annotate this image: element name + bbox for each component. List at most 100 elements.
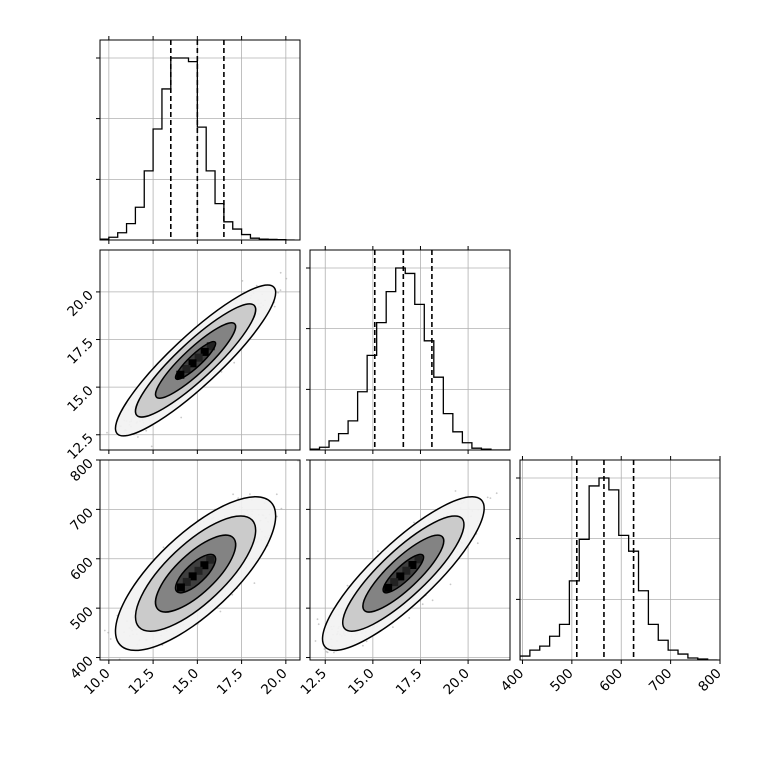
scatter-point	[280, 507, 283, 510]
x-tick-label: 20.0	[258, 666, 291, 699]
scatter-point	[408, 617, 411, 619]
scatter-point	[392, 626, 394, 628]
scatter-point	[103, 629, 106, 632]
scatter-point	[323, 648, 326, 650]
scatter-point	[231, 593, 234, 596]
scatter-point	[277, 291, 279, 294]
scatter-point	[377, 550, 379, 553]
density-core	[200, 561, 209, 570]
scatter-point	[285, 277, 288, 280]
contour-line	[114, 284, 277, 437]
density-core	[206, 342, 215, 351]
density-core	[414, 555, 423, 564]
scatter-point	[255, 284, 258, 287]
scatter-point	[111, 666, 113, 668]
scatter-point	[107, 631, 110, 634]
scatter-point	[106, 431, 108, 434]
panel-frame-1-0	[99, 249, 301, 451]
x-tick-label: 800	[695, 666, 725, 696]
y-tick-label: 700	[67, 505, 97, 535]
scatter-point	[249, 493, 251, 495]
density-core	[194, 353, 203, 362]
density-2-0	[103, 460, 299, 668]
scatter-point	[316, 618, 319, 621]
scatter-point	[233, 361, 236, 364]
contour-line	[362, 534, 445, 613]
density-core	[384, 583, 393, 592]
contour-line	[174, 340, 217, 381]
y-tick-label: 12.5	[64, 430, 97, 463]
y-tick-label: 500	[67, 604, 97, 634]
contour-line	[341, 515, 465, 632]
contour-line	[134, 515, 257, 632]
x-tick-label: 700	[646, 666, 676, 696]
scatter-point	[365, 640, 368, 643]
scatter-point	[104, 461, 106, 463]
histogram-0	[100, 57, 295, 240]
histogram-2	[520, 477, 718, 660]
scatter-point	[328, 661, 330, 663]
scatter-point	[334, 663, 336, 665]
density-core	[194, 566, 203, 575]
density-core	[176, 370, 185, 379]
scatter-point	[273, 305, 276, 308]
scatter-point	[180, 416, 183, 419]
scatter-point	[137, 436, 139, 438]
scatter-point	[421, 603, 424, 606]
scatter-point	[413, 521, 415, 524]
y-tick-label: 600	[67, 554, 97, 584]
y-tick-label: 15.0	[64, 383, 97, 416]
scatter-point	[279, 289, 282, 291]
scatter-point	[486, 496, 489, 499]
panel-grid-2-2	[520, 460, 721, 660]
density-2-1	[299, 490, 498, 679]
contour-line	[154, 534, 237, 613]
scatter-point	[237, 497, 240, 500]
scatter-point	[162, 546, 165, 549]
scatter-point	[279, 271, 282, 274]
y-tick-label: 20.0	[64, 287, 97, 320]
density-core	[188, 572, 197, 581]
x-tick-label: 17.5	[214, 666, 247, 699]
density-core	[396, 572, 405, 581]
contour-line	[382, 553, 425, 594]
scatter-point	[489, 497, 492, 499]
x-tick-label: 15.0	[170, 666, 203, 699]
panel-frame-1-1	[309, 249, 511, 451]
scatter-point	[145, 429, 148, 432]
scatter-point	[109, 665, 111, 667]
panel-grid-1-1	[310, 250, 510, 450]
scatter-point	[220, 371, 223, 373]
contour-line	[321, 496, 485, 652]
scatter-point	[150, 445, 153, 448]
x-tick-label: 12.5	[297, 666, 330, 699]
density-1-0	[104, 271, 288, 463]
scatter-point	[275, 493, 278, 496]
density-core	[176, 583, 185, 592]
density-core	[408, 560, 417, 569]
panel-frame-2-0	[99, 459, 301, 661]
contour-line	[174, 553, 217, 594]
scatter-point	[346, 584, 349, 587]
density-core	[188, 359, 197, 368]
scatter-point	[326, 651, 329, 654]
scatter-point	[109, 638, 112, 640]
contour-line	[154, 322, 237, 399]
scatter-point	[253, 582, 256, 584]
x-tick-label: 17.5	[393, 666, 426, 699]
x-tick-label: 500	[547, 666, 577, 696]
scatter-point	[454, 490, 457, 492]
x-tick-label: 20.0	[440, 666, 473, 699]
panel-grid-0-0	[100, 40, 300, 240]
panel-frame-2-1	[309, 459, 511, 661]
scatter-point	[431, 599, 434, 602]
scatter-point	[241, 280, 244, 282]
density-core	[402, 566, 411, 575]
scatter-point	[299, 677, 301, 679]
histogram-1	[310, 267, 510, 450]
density-core	[182, 365, 191, 374]
x-tick-label: 400	[498, 666, 528, 696]
contour-line	[114, 496, 277, 652]
contour-line	[134, 303, 257, 418]
scatter-point	[317, 623, 320, 626]
